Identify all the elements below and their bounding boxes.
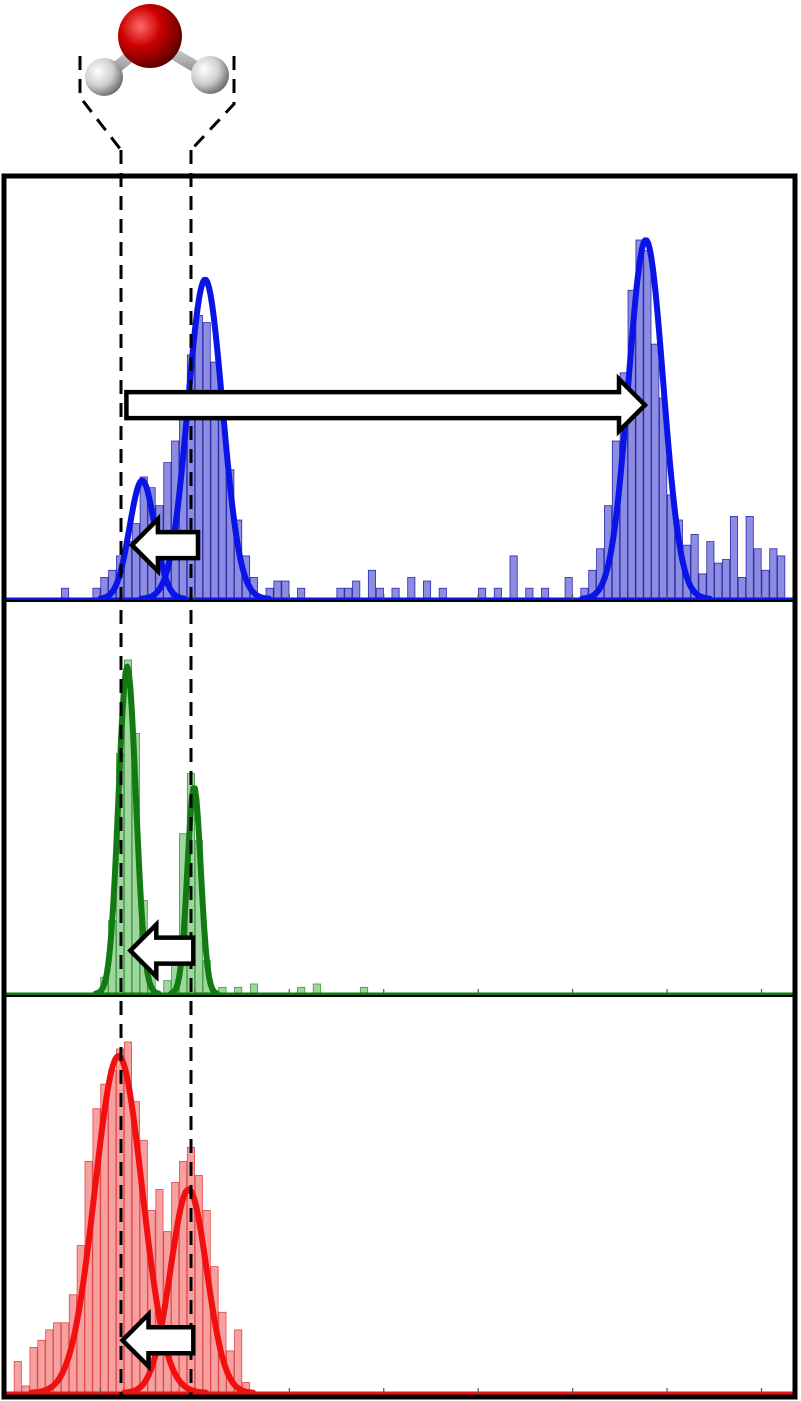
hydrogen-atom-right <box>191 56 229 94</box>
arrow-left-icon <box>119 1308 196 1372</box>
histogram-bar <box>769 548 778 600</box>
histogram-bar <box>541 587 550 600</box>
histogram-bar <box>336 587 345 600</box>
histogram-bar <box>13 1361 22 1394</box>
histogram-bar <box>651 343 660 600</box>
histogram-bar <box>753 548 762 600</box>
histogram-bar <box>643 250 652 600</box>
histogram-bar <box>391 587 400 600</box>
water-molecule-icon <box>85 4 229 96</box>
histogram-bar <box>478 587 487 600</box>
gaussian-fit-3 <box>579 237 713 602</box>
gaussian-fit-1 <box>97 477 187 602</box>
figure-frame <box>1 173 798 1400</box>
histogram-bar <box>706 541 715 600</box>
hydrogen-atom-left <box>85 58 123 96</box>
histogram-bar <box>37 1339 46 1394</box>
molecule-projection-lines <box>78 56 236 152</box>
histogram-bar <box>312 983 321 995</box>
arrow-left-icon <box>127 919 196 983</box>
histogram-bar <box>761 569 770 600</box>
projection-line-left <box>78 56 123 151</box>
histogram-bar <box>745 516 754 600</box>
histogram-bar <box>352 580 361 600</box>
histogram-bar <box>281 580 290 600</box>
arrow-left-icon <box>128 513 201 577</box>
histogram-bar <box>131 523 140 600</box>
arrow-right-icon <box>124 373 649 437</box>
histogram-bar <box>344 587 353 600</box>
histogram-bar <box>249 983 258 995</box>
histogram-bar <box>737 577 746 600</box>
histogram-bar <box>525 587 534 600</box>
histogram-bar <box>29 1346 38 1394</box>
histogram-bar <box>297 587 306 600</box>
histogram-bar <box>61 587 70 600</box>
gaussian-fit-1 <box>28 1053 209 1396</box>
histogram-bar <box>722 559 731 600</box>
histogram-bar <box>714 562 723 600</box>
reference-lines <box>119 150 193 1397</box>
histogram-bar <box>202 322 211 600</box>
histogram-bar <box>493 587 502 600</box>
gaussian-fit-2 <box>138 276 272 602</box>
histogram-bar <box>564 577 573 600</box>
histogram-bar <box>375 587 384 600</box>
histogram-bar <box>438 587 447 600</box>
histogram-bar <box>273 580 282 600</box>
gaussian-fit-2 <box>121 1186 257 1396</box>
histogram-bar <box>509 555 518 600</box>
histogram-bar <box>729 516 738 600</box>
gaussian-fit-1 <box>92 663 162 997</box>
histogram-bar <box>407 577 416 600</box>
panel-middle <box>6 659 793 997</box>
projection-line-right <box>189 56 236 152</box>
oxygen-atom <box>118 4 182 68</box>
histogram-bar <box>108 1069 117 1394</box>
shift-arrows <box>119 373 649 1372</box>
histogram-bar <box>423 580 432 600</box>
histogram-bar <box>777 555 786 600</box>
gaussian-fit-2 <box>168 785 220 997</box>
histogram-bar <box>367 569 376 600</box>
